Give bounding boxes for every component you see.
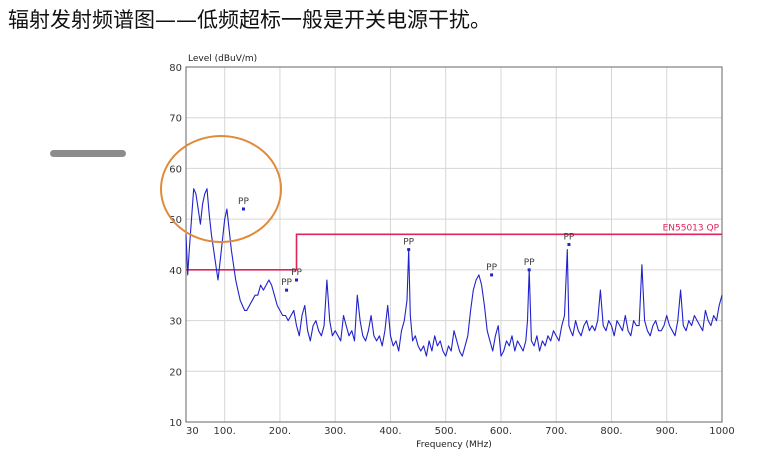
limit-line xyxy=(186,233,722,271)
y-tick-label: 70 xyxy=(169,114,182,125)
peak-marker xyxy=(285,288,289,292)
y-tick-label: 80 xyxy=(169,63,182,74)
x-tick-label: 1000 xyxy=(709,426,734,437)
x-tick-label: 400. xyxy=(379,426,401,437)
limit-line-label: EN55013 QP xyxy=(663,223,720,233)
peak-marker xyxy=(295,278,299,282)
peak-label: PP xyxy=(238,197,249,207)
peak-marker xyxy=(527,268,531,272)
peak-label: PP xyxy=(564,233,575,243)
peak-marker xyxy=(567,243,571,246)
y-tick-label: 20 xyxy=(169,367,182,378)
x-tick-label: 100. xyxy=(214,426,236,437)
y-tick-label: 60 xyxy=(169,164,182,175)
peak-marker xyxy=(241,207,245,211)
peak-marker xyxy=(490,273,494,277)
spectrum-trace xyxy=(185,188,723,357)
x-tick-label: 30 xyxy=(186,426,199,437)
x-tick-label: 900. xyxy=(656,426,678,437)
x-tick-label: 600. xyxy=(490,426,512,437)
y-tick-label: 50 xyxy=(169,215,182,226)
tick-layer: 10 20 30 40 50 60 70 80 30 100. 200. 300. 400. 500. 60… xyxy=(169,63,734,437)
x-tick-label: 700. xyxy=(545,426,567,437)
peak-label: PP xyxy=(486,263,497,273)
x-tick-label: 300. xyxy=(324,426,346,437)
peak-label: PP xyxy=(524,258,535,268)
x-axis-title: Frequency (MHz) xyxy=(416,440,492,450)
y-tick-label: 30 xyxy=(169,317,182,328)
plot-frame xyxy=(185,66,723,423)
x-tick-label: 200. xyxy=(269,426,291,437)
grid-layer xyxy=(185,66,723,423)
peak-label: PP xyxy=(281,278,292,288)
highlight-circle xyxy=(160,135,282,243)
slide-title: 辐射发射频谱图——低频超标一般是开关电源干扰。 xyxy=(8,8,491,32)
peak-marker xyxy=(407,248,411,252)
trace-layer xyxy=(185,188,723,357)
limit-layer xyxy=(186,233,722,271)
x-tick-label: 800. xyxy=(600,426,622,437)
y-axis-title: Level (dBuV/m) xyxy=(188,54,257,64)
x-tick-label: 500. xyxy=(435,426,457,437)
peak-label: PP xyxy=(291,268,302,278)
peak-label: PP xyxy=(403,238,414,248)
gray-bar-decoration xyxy=(50,150,126,157)
y-tick-label: 40 xyxy=(169,266,182,277)
y-tick-label: 10 xyxy=(169,418,182,429)
